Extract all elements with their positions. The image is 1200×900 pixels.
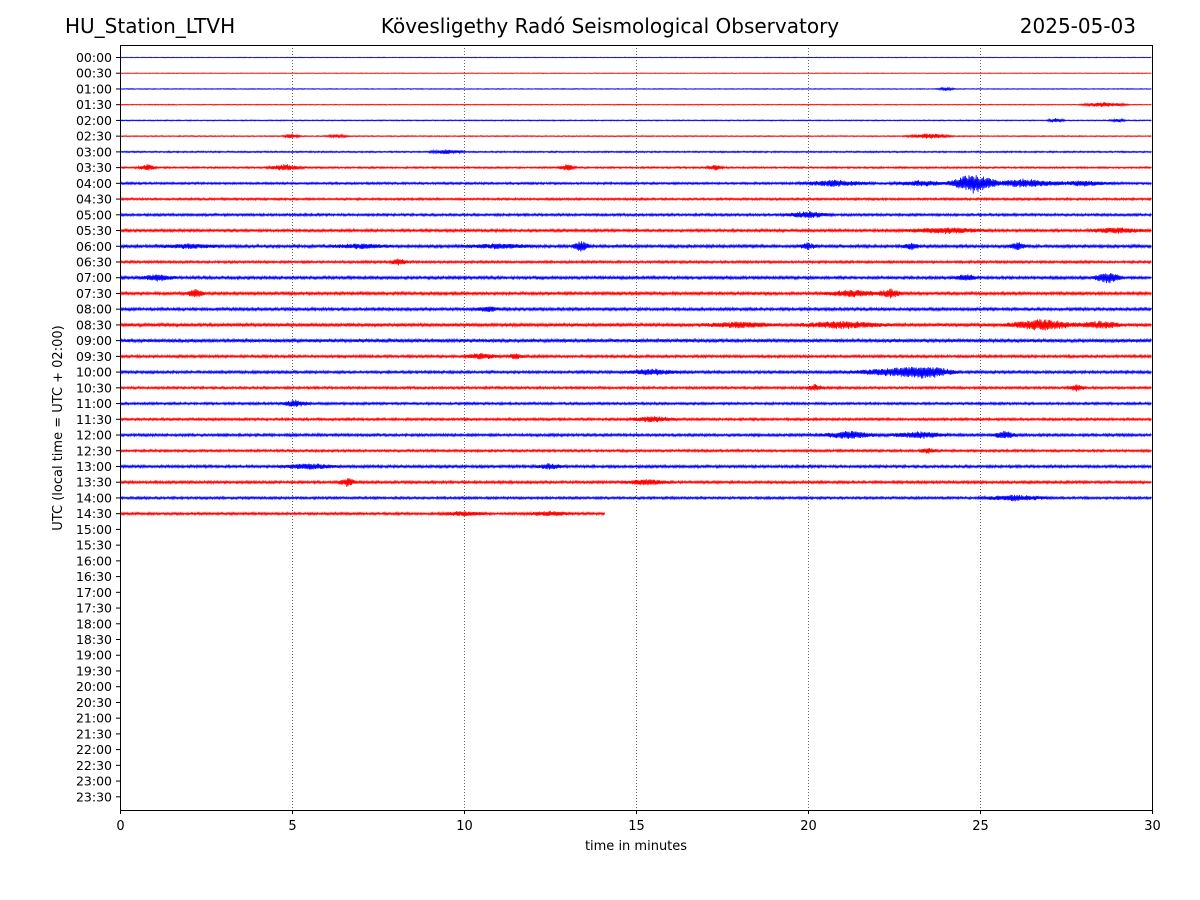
row-label: 07:00 [76, 270, 112, 285]
row-label: 03:30 [76, 160, 112, 175]
trace-1300 [119, 463, 1152, 470]
trace-0430 [119, 196, 1152, 202]
row-label: 23:00 [76, 774, 112, 789]
trace-0630 [119, 258, 1152, 266]
row-label: 16:30 [76, 569, 112, 584]
row-label: 08:30 [76, 317, 112, 332]
x-tick-label: 5 [288, 819, 296, 834]
plot-frame [120, 45, 1153, 811]
trace-0030 [119, 72, 1152, 75]
trace-0600 [119, 241, 1152, 252]
trace-1330 [119, 478, 1152, 487]
row-label: 18:00 [76, 616, 112, 631]
row-label: 05:30 [76, 223, 112, 238]
row-label: 17:00 [76, 585, 112, 600]
trace-1130 [119, 416, 1152, 423]
trace-0730 [119, 288, 1152, 299]
trace-1430 [119, 510, 606, 517]
trace-1200 [119, 430, 1152, 439]
row-label: 20:30 [76, 695, 112, 710]
x-axis: 0 5 10 15 20 25 30 [116, 810, 1161, 834]
row-label: 21:00 [76, 711, 112, 726]
row-label: 10:30 [76, 380, 112, 395]
trace-0400 [119, 175, 1152, 194]
trace-0830 [119, 319, 1152, 331]
x-tick-label: 0 [116, 819, 124, 834]
x-tick-label: 25 [972, 819, 989, 834]
row-label: 01:00 [76, 81, 112, 96]
y-axis: 00:0000:3001:0001:3002:0002:3003:0003:30… [76, 50, 120, 804]
trace-0800 [119, 306, 1152, 313]
trace-0500 [119, 211, 1152, 219]
chart-title: Kövesligethy Radó Seismological Observat… [380, 14, 840, 38]
row-label: 18:30 [76, 632, 112, 647]
row-label: 10:00 [76, 365, 112, 380]
trace-0200 [119, 117, 1152, 124]
trace-0330 [119, 164, 1152, 171]
x-tick-label: 30 [1144, 819, 1161, 834]
row-label: 14:30 [76, 506, 112, 521]
y-axis-label: UTC (local time = UTC + 02:00) [51, 325, 66, 530]
row-label: 02:30 [76, 129, 112, 144]
trace-0000 [119, 56, 1152, 59]
row-label: 05:00 [76, 207, 112, 222]
row-label: 14:00 [76, 490, 112, 505]
station-name: HU_Station_LTVH [65, 14, 236, 38]
grid-lines [292, 45, 981, 810]
row-label: 21:30 [76, 726, 112, 741]
trace-1000 [119, 366, 1152, 379]
trace-0100 [119, 86, 1152, 92]
trace-0230 [119, 133, 1152, 139]
trace-1400 [119, 494, 1152, 502]
trace-0900 [119, 337, 1152, 344]
row-label: 06:30 [76, 254, 112, 269]
row-label: 20:00 [76, 679, 112, 694]
row-label: 07:30 [76, 286, 112, 301]
row-label: 09:30 [76, 349, 112, 364]
row-label: 01:30 [76, 97, 112, 112]
trace-1230 [119, 447, 1152, 454]
row-label: 12:30 [76, 443, 112, 458]
row-label: 13:30 [76, 475, 112, 490]
x-tick-label: 20 [800, 819, 817, 834]
row-label: 11:00 [76, 396, 112, 411]
trace-1100 [119, 399, 1152, 407]
trace-1030 [119, 384, 1152, 392]
trace-0530 [119, 227, 1152, 235]
row-label: 06:00 [76, 239, 112, 254]
row-label: 15:30 [76, 538, 112, 553]
trace-0300 [119, 149, 1152, 155]
row-label: 16:00 [76, 553, 112, 568]
row-label: 04:00 [76, 176, 112, 191]
row-label: 03:00 [76, 144, 112, 159]
row-label: 15:00 [76, 522, 112, 537]
row-label: 02:00 [76, 113, 112, 128]
x-tick-label: 15 [628, 819, 645, 834]
row-label: 11:30 [76, 412, 112, 427]
x-tick-label: 10 [456, 819, 473, 834]
row-label: 13:00 [76, 459, 112, 474]
row-label: 19:30 [76, 663, 112, 678]
trace-0930 [119, 353, 1152, 360]
row-label: 08:00 [76, 302, 112, 317]
row-label: 23:30 [76, 789, 112, 804]
row-label: 22:00 [76, 742, 112, 757]
row-label: 17:30 [76, 601, 112, 616]
row-label: 19:00 [76, 648, 112, 663]
x-axis-label: time in minutes [585, 839, 687, 854]
row-label: 22:30 [76, 758, 112, 773]
row-label: 04:30 [76, 192, 112, 207]
row-label: 00:30 [76, 66, 112, 81]
row-label: 12:00 [76, 428, 112, 443]
row-label: 09:00 [76, 333, 112, 348]
seismic-traces [119, 56, 1152, 517]
row-label: 00:00 [76, 50, 112, 65]
chart-date: 2025-05-03 [1019, 14, 1136, 38]
trace-0700 [119, 273, 1152, 284]
trace-0130 [119, 102, 1152, 108]
